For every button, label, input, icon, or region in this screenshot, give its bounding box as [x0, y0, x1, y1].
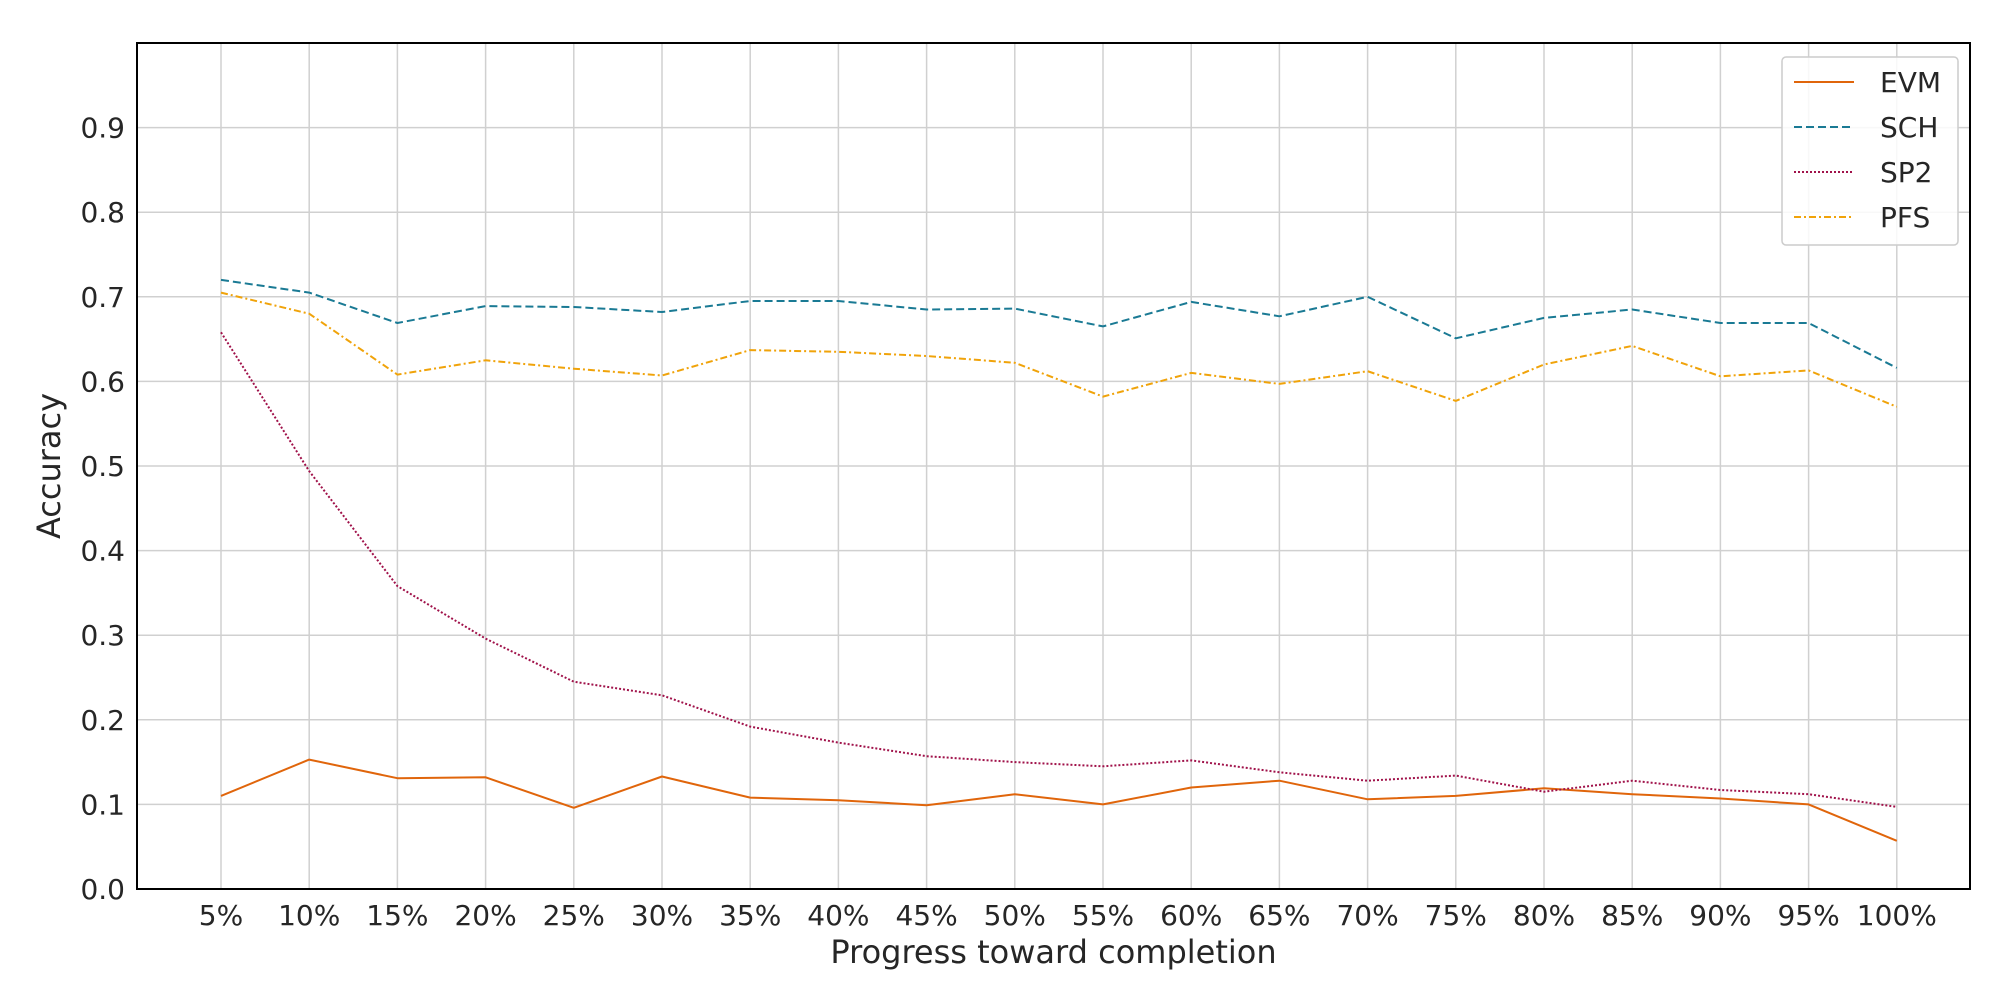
- series-line-sch: [220, 278, 1898, 369]
- x-tick-label: 70%: [1336, 899, 1398, 932]
- legend-label-sp2: SP2: [1880, 156, 1932, 189]
- x-tick-label: 45%: [895, 899, 957, 932]
- y-tick-label: 0.7: [80, 281, 125, 314]
- x-tick-label: 10%: [278, 899, 340, 932]
- x-tick-label: 20%: [454, 899, 516, 932]
- y-tick-label: 0.1: [80, 788, 125, 821]
- y-tick-label: 0.4: [80, 535, 125, 568]
- legend-label-sch: SCH: [1880, 111, 1938, 144]
- x-tick-label: 30%: [631, 899, 693, 932]
- y-tick-label: 0.0: [80, 873, 125, 906]
- legend: EVM SCH SP2 PFS: [1781, 56, 1959, 246]
- y-tick-label: 0.2: [80, 704, 125, 737]
- y-axis-label: Accuracy: [30, 393, 68, 539]
- series-lines: [220, 278, 1898, 842]
- x-tick-label: 65%: [1248, 899, 1310, 932]
- x-tick-label: 5%: [199, 899, 243, 932]
- x-axis-label: Progress toward completion: [830, 933, 1276, 971]
- x-tick-label: 50%: [984, 899, 1046, 932]
- x-tick-label: 40%: [807, 899, 869, 932]
- y-tick-label: 0.8: [80, 196, 125, 229]
- x-tick-label: 100%: [1857, 899, 1937, 932]
- x-tick-label: 35%: [719, 899, 781, 932]
- legend-box: [1781, 56, 1959, 246]
- x-tick-label: 25%: [543, 899, 605, 932]
- series-line-sp2: [220, 331, 1897, 808]
- y-tick-labels: 0.0 0.1 0.2 0.3 0.4 0.5 0.6 0.7 0.8 0.9: [80, 112, 125, 906]
- legend-label-evm: EVM: [1880, 66, 1941, 99]
- series-line-evm: [220, 758, 1898, 842]
- y-tick-label: 0.9: [80, 112, 125, 145]
- x-tick-label: 95%: [1777, 899, 1839, 932]
- series-line-pfs: [220, 291, 1898, 408]
- x-tick-label: 15%: [366, 899, 428, 932]
- y-tick-label: 0.6: [80, 365, 125, 398]
- y-tick-label: 0.5: [80, 450, 125, 483]
- plot-frame: [136, 42, 1971, 890]
- grid-lines: [137, 43, 1970, 890]
- x-tick-label: 60%: [1160, 899, 1222, 932]
- x-tick-label: 90%: [1689, 899, 1751, 932]
- x-tick-labels: 5% 10% 15% 20% 25% 30% 35% 40% 45% 50% 55% 60% 65% 70…: [199, 899, 1937, 932]
- x-tick-label: 55%: [1072, 899, 1134, 932]
- x-tick-label: 85%: [1601, 899, 1663, 932]
- x-tick-label: 75%: [1425, 899, 1487, 932]
- y-tick-label: 0.3: [80, 619, 125, 652]
- x-tick-label: 80%: [1513, 899, 1575, 932]
- legend-label-pfs: PFS: [1880, 201, 1930, 234]
